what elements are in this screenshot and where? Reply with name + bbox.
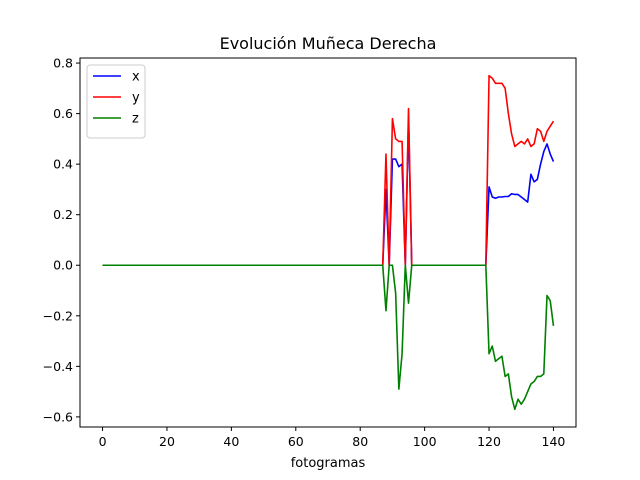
x-tick-label: 100 [413, 434, 437, 449]
series-line-z [102, 264, 555, 411]
x-tick-label: 120 [477, 434, 501, 449]
x-tick-label: 80 [352, 434, 368, 449]
y-tick-label: 0.8 [53, 56, 73, 71]
x-tick-label: 60 [288, 434, 304, 449]
y-tick-label: 0.4 [53, 157, 73, 172]
y-tick-label: 0.6 [53, 106, 73, 121]
y-tick-label: 0.0 [53, 258, 73, 273]
y-tick-label: 0.2 [53, 207, 73, 222]
x-tick-label: 20 [159, 434, 175, 449]
legend: xyz [86, 64, 146, 139]
x-tick-label: 40 [223, 434, 239, 449]
y-tick-label: −0.2 [43, 308, 73, 323]
chart-title: Evolución Muñeca Derecha [220, 34, 437, 53]
x-tick-label: 0 [99, 434, 107, 449]
plot-frame [79, 57, 577, 428]
series-lines [102, 74, 555, 411]
x-axis-label: fotogramas [291, 456, 366, 471]
y-tick-label: −0.6 [43, 409, 73, 424]
legend-label-z: z [132, 112, 139, 127]
legend-box [86, 64, 146, 139]
series-line-x [102, 117, 555, 267]
axis-ticks: 0 20 40 60 80 100 120 140 −0.6 −0.4 −0.2 0.0 0.2 0.4 0… [43, 56, 566, 449]
plot-area [80, 58, 576, 427]
x-tick-label: 140 [542, 434, 566, 449]
y-tick-label: −0.4 [43, 359, 73, 374]
series-line-y [102, 74, 555, 267]
legend-label-x: x [132, 70, 140, 85]
legend-label-y: y [132, 91, 140, 106]
